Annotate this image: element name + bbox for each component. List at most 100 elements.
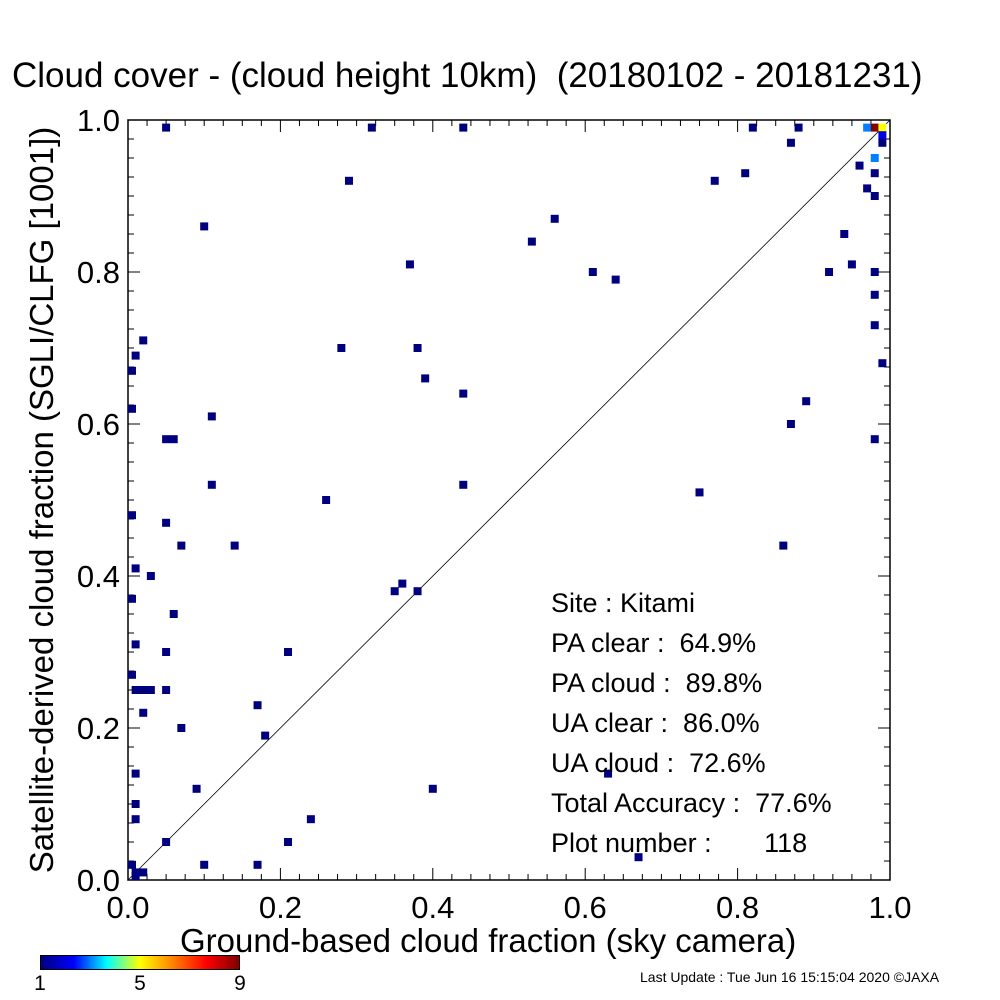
stat-pa-cloud: PA cloud : 89.8% — [551, 668, 763, 698]
one-to-one-line — [127, 119, 891, 881]
x-tick-label: 1.0 — [868, 890, 911, 925]
data-cell — [131, 564, 140, 573]
data-cell — [786, 420, 795, 428]
data-cell — [779, 541, 788, 550]
data-cell — [192, 784, 201, 793]
statistics-panel: Site : Kitami PA clear : 64.9% PA cloud … — [551, 583, 832, 863]
data-cell — [634, 853, 643, 862]
data-cell — [459, 480, 468, 489]
data-cell — [405, 260, 414, 269]
data-cell — [284, 838, 293, 846]
data-cell — [139, 686, 148, 694]
data-cell — [428, 784, 437, 793]
data-cell — [870, 290, 879, 299]
data-cell — [840, 230, 849, 238]
data-cell — [128, 860, 136, 869]
x-tick-label: 0.0 — [106, 890, 149, 925]
data-cell — [588, 268, 597, 276]
data-cell — [131, 351, 140, 360]
data-cell — [344, 176, 353, 185]
data-cell — [748, 123, 757, 132]
data-cell — [322, 496, 331, 504]
data-cell — [177, 724, 186, 732]
data-cell — [870, 169, 879, 178]
data-cell — [863, 123, 872, 132]
data-cell — [695, 488, 704, 497]
data-cell — [710, 176, 719, 185]
stat-site: Site : Kitami — [551, 588, 696, 618]
data-cell — [863, 184, 872, 193]
data-cell — [139, 336, 148, 345]
data-cell — [162, 838, 171, 846]
last-update-footer: Last Update : Tue Jun 16 15:15:04 2020 ©… — [640, 969, 940, 985]
data-cell — [162, 686, 171, 694]
data-cell — [794, 123, 803, 132]
data-cell — [802, 397, 811, 406]
data-cell — [878, 138, 887, 147]
x-tick-label: 0.4 — [411, 890, 454, 925]
data-cell — [169, 435, 178, 444]
data-cell — [162, 518, 171, 527]
colorbar — [40, 955, 240, 970]
data-cell — [337, 344, 346, 352]
data-cell — [878, 131, 887, 140]
data-cell — [253, 860, 262, 869]
data-cell — [825, 268, 834, 276]
x-tick-label: 0.8 — [716, 890, 759, 925]
data-cell — [162, 435, 171, 444]
colorbar-tick-mid: 5 — [134, 972, 146, 995]
data-cell — [207, 480, 216, 489]
data-cell — [847, 260, 856, 269]
data-cell — [741, 169, 750, 178]
data-cell — [131, 686, 140, 694]
data-cell — [131, 640, 140, 649]
data-cell — [128, 404, 136, 413]
data-cell — [398, 579, 407, 588]
data-cell — [128, 366, 136, 375]
data-cell — [284, 648, 293, 656]
data-cell — [855, 161, 864, 170]
data-cell — [131, 872, 140, 880]
data-cell — [131, 800, 140, 808]
data-cell — [878, 123, 887, 132]
y-tick-label: 0.8 — [77, 255, 120, 290]
data-cell — [128, 670, 136, 679]
data-cell — [459, 123, 468, 132]
data-cell — [870, 192, 879, 200]
data-cell — [870, 435, 879, 444]
data-cell — [550, 214, 559, 223]
data-cell — [253, 701, 262, 710]
data-cell — [413, 344, 422, 352]
data-cell — [162, 123, 171, 132]
x-axis-label: Ground-based cloud fraction (sky camera) — [180, 922, 797, 959]
data-cell — [128, 511, 136, 520]
data-cell — [870, 268, 879, 276]
data-cell — [169, 610, 178, 618]
data-cell — [870, 123, 879, 132]
data-cell — [604, 769, 613, 778]
stat-pa-clear: PA clear : 64.9% — [551, 628, 757, 658]
data-cell — [261, 731, 270, 740]
stat-ua-clear: UA clear : 86.0% — [551, 708, 760, 738]
data-cell — [230, 541, 239, 550]
colorbar-tick-max: 9 — [234, 972, 246, 995]
data-cell — [200, 860, 209, 869]
data-cell — [459, 389, 468, 398]
data-cell — [139, 868, 148, 877]
chart-title: Cloud cover - (cloud height 10km) (20180… — [12, 56, 923, 95]
data-cell — [139, 708, 148, 717]
data-cell — [878, 359, 887, 368]
y-tick-label: 0.4 — [77, 559, 120, 594]
data-cell — [162, 648, 171, 656]
data-cell — [177, 541, 186, 550]
data-cell — [786, 138, 795, 147]
x-tick-label: 0.2 — [259, 890, 302, 925]
data-cell — [390, 587, 399, 596]
data-cell — [146, 686, 155, 694]
data-cell — [131, 815, 140, 824]
data-cell — [421, 374, 430, 383]
stat-total-accuracy: Total Accuracy : 77.6% — [551, 788, 832, 818]
data-cell — [367, 123, 376, 132]
data-cell — [870, 321, 879, 330]
